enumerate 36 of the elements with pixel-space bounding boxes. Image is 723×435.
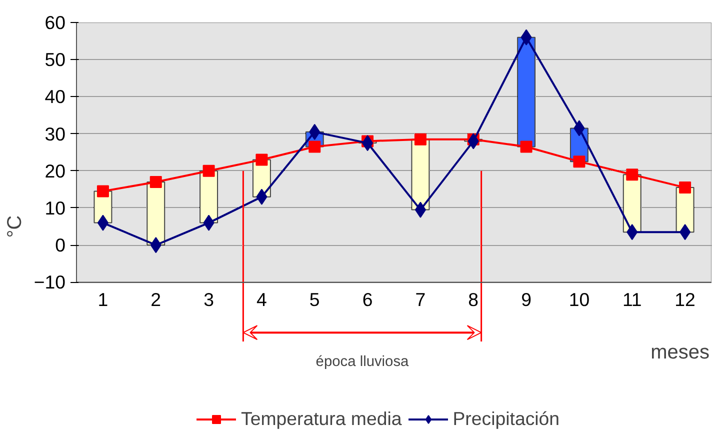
point bbox=[626, 168, 638, 181]
x-tick-label: 10 bbox=[568, 289, 590, 310]
bar bbox=[517, 36, 536, 148]
x-axis-title: meses bbox=[650, 342, 710, 364]
y-tick-label: 20 bbox=[44, 160, 66, 182]
x-tick-label: 7 bbox=[415, 289, 426, 310]
x-tick-label: 11 bbox=[622, 289, 642, 310]
point bbox=[414, 133, 426, 146]
y-tick-label: −10 bbox=[34, 272, 66, 293]
y-tick-label: 60 bbox=[44, 12, 66, 33]
point bbox=[150, 176, 162, 188]
y-tick-label: 40 bbox=[44, 86, 66, 108]
point bbox=[308, 140, 321, 153]
x-tick-label: 3 bbox=[204, 289, 214, 310]
point bbox=[679, 182, 692, 194]
y-tick-label: 10 bbox=[44, 197, 66, 218]
legend-label: Precipitación bbox=[452, 408, 560, 430]
y-axis-title: °C bbox=[4, 215, 26, 238]
y-tick-label: 0 bbox=[55, 234, 66, 256]
x-tick-label: 6 bbox=[362, 289, 373, 310]
x-tick-label: 12 bbox=[674, 289, 696, 310]
point bbox=[520, 140, 532, 153]
point bbox=[96, 185, 109, 198]
text: época lluviosa bbox=[316, 354, 410, 370]
point bbox=[202, 164, 215, 177]
y-tick-label: 50 bbox=[44, 49, 66, 70]
legend-label: Temperatura media bbox=[241, 408, 402, 430]
x-tick-label: 9 bbox=[521, 289, 532, 310]
x-tick-label: 1 bbox=[98, 289, 108, 310]
point bbox=[573, 156, 586, 168]
x-tick-label: 5 bbox=[309, 289, 320, 310]
x-tick-label: 4 bbox=[256, 289, 267, 310]
y-tick-label: 30 bbox=[44, 123, 66, 144]
x-tick-label: 8 bbox=[468, 289, 479, 310]
point bbox=[256, 154, 268, 166]
x-tick-label: 2 bbox=[150, 289, 162, 310]
